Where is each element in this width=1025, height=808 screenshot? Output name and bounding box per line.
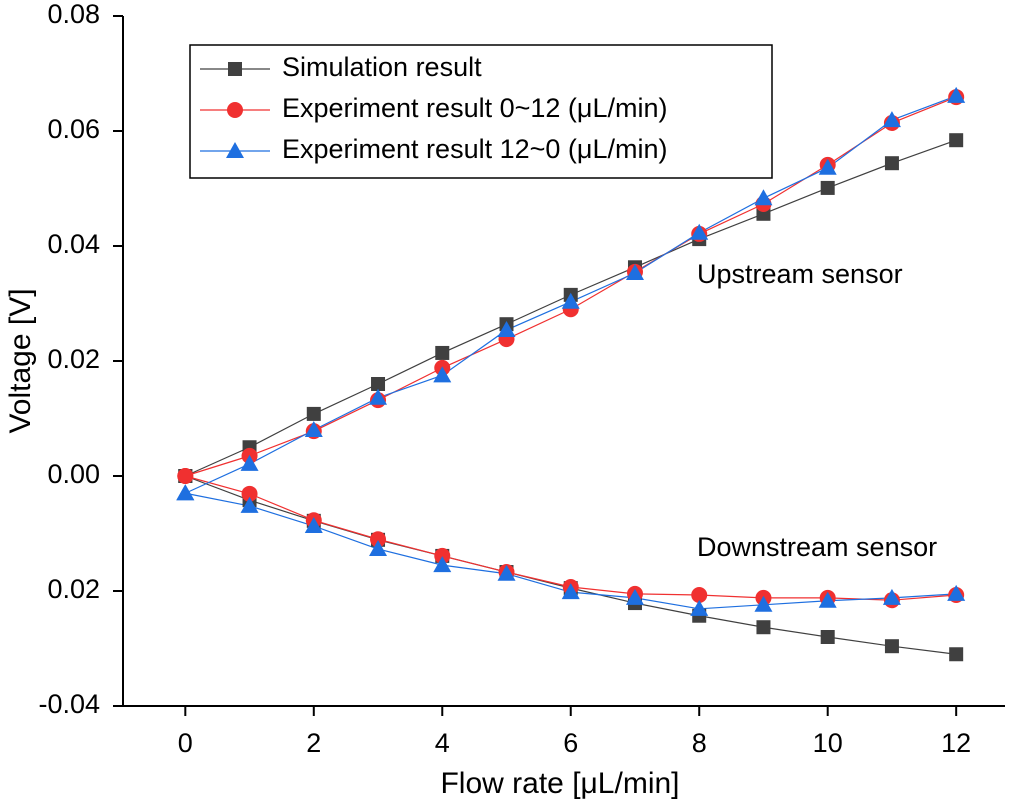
legend-marker [226, 142, 244, 158]
y-tick-label: 0.02 [47, 574, 100, 604]
marker [306, 406, 321, 421]
x-tick-label: 4 [435, 728, 450, 758]
y-tick-label: 0.04 [47, 229, 100, 259]
marker [820, 630, 835, 644]
marker [433, 366, 452, 383]
y-tick-label: 0.00 [47, 459, 100, 489]
marker [497, 564, 516, 581]
marker [625, 264, 644, 281]
marker [433, 556, 452, 573]
y-tick-label: 0.06 [47, 114, 100, 144]
marker [240, 496, 259, 513]
legend-marker [227, 102, 243, 118]
marker [561, 583, 580, 600]
marker [434, 547, 451, 564]
marker [369, 388, 388, 405]
marker [371, 377, 386, 391]
y-tick-label: -0.04 [38, 689, 100, 719]
marker [176, 484, 195, 501]
x-axis-label: Flow rate [μL/min] [440, 767, 679, 800]
marker [561, 292, 580, 309]
marker [240, 454, 259, 471]
marker [241, 485, 258, 502]
x-tick-label: 2 [306, 728, 321, 758]
series-line [185, 475, 957, 655]
marker [304, 517, 323, 534]
annotation: Upstream sensor [697, 259, 903, 289]
marker [304, 421, 323, 437]
legend-label: Simulation result [282, 52, 482, 82]
legend-box [189, 44, 773, 179]
marker [882, 588, 901, 605]
marker [625, 588, 644, 605]
marker [756, 620, 771, 635]
x-tick-label: 6 [563, 728, 578, 758]
marker [884, 639, 899, 654]
marker [949, 647, 964, 662]
marker [884, 156, 899, 171]
marker [177, 468, 194, 484]
marker [949, 133, 964, 148]
marker [820, 180, 835, 195]
y-tick-label: 0.08 [47, 0, 100, 29]
marker [497, 320, 516, 337]
legend-label: Experiment result 12~0 (μL/min) [282, 134, 667, 164]
marker [882, 111, 901, 128]
marker [435, 345, 450, 360]
legend-label: Experiment result 0~12 (μL/min) [282, 93, 667, 123]
marker [754, 595, 773, 612]
legend-marker [228, 62, 242, 76]
x-tick-label: 10 [813, 728, 843, 758]
x-tick-label: 0 [178, 728, 193, 758]
marker [369, 540, 388, 557]
x-tick-label: 8 [692, 728, 707, 758]
marker [690, 223, 709, 240]
marker [947, 86, 966, 103]
y-axis-label: Voltage [V] [4, 288, 37, 433]
marker [370, 531, 387, 548]
marker [947, 584, 966, 601]
annotation: Downstream sensor [697, 532, 937, 562]
marker [691, 587, 708, 604]
marker [690, 599, 709, 616]
marker [818, 591, 837, 608]
marker [754, 189, 773, 206]
y-tick-label: 0.02 [47, 344, 100, 374]
marker [818, 158, 837, 175]
x-tick-label: 12 [941, 728, 971, 758]
